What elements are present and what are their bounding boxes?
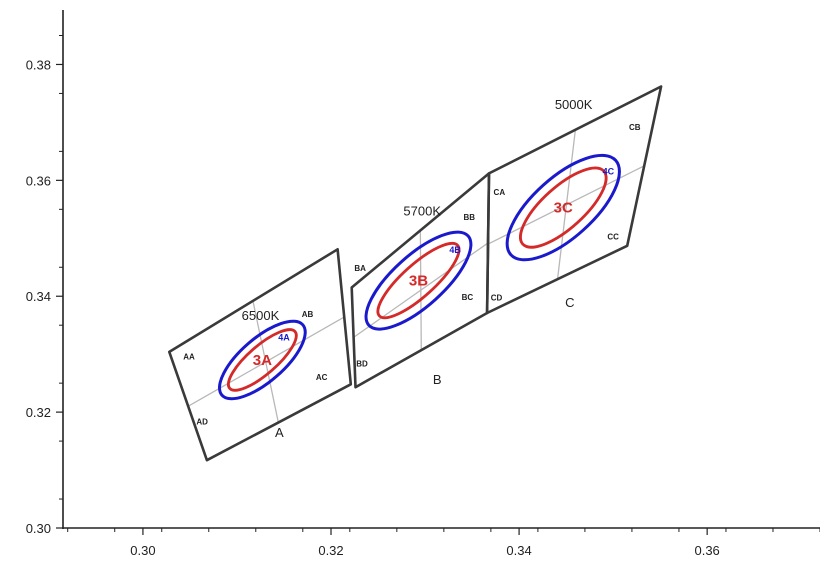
y-tick-label: 0.30 [26, 521, 51, 536]
sub-bin-label-ac: AC [316, 373, 328, 382]
sub-bin-label-ad: AD [196, 417, 208, 426]
bin-a-box [168, 248, 353, 462]
y-tick-label: 0.34 [26, 289, 51, 304]
y-tick-label: 0.38 [26, 57, 51, 72]
sub-bin-label-ab: AB [302, 310, 314, 319]
bin-a: 3A 4A AA AB AC AD 6500K A [168, 248, 353, 462]
bin-c-divider [556, 128, 577, 279]
bin-c-inner-label: 3C [554, 200, 573, 217]
bin-a-outer-ellipse [217, 319, 307, 401]
x-tick-label: 0.36 [694, 543, 719, 558]
bin-b-outer-label: 4B [449, 245, 461, 255]
bin-a-divider [187, 316, 345, 407]
sub-bin-label-bd: BD [356, 359, 368, 368]
bin-a-inner-ellipse [227, 328, 298, 392]
sub-bin-label-bc: BC [462, 293, 474, 302]
bin-b-inner-label: 3B [409, 273, 428, 290]
bins-layer: 3A 4A AA AB AC AD 6500K A 3B 4B BA BB BC BD 5700K B 3C 4C… [168, 85, 663, 462]
bin-b-cct-label: 5700K [403, 203, 441, 218]
bin-b-inner-ellipse [376, 242, 461, 320]
bin-a-label: A [275, 425, 284, 440]
bin-c-outer-label: 4C [603, 167, 615, 177]
bin-c: 3C 4C CA CB CC CD 5000K C [485, 85, 663, 315]
bin-c-outer-ellipse [505, 153, 621, 262]
bin-b-divider [353, 242, 489, 338]
sub-bin-label-cc: CC [607, 233, 619, 242]
bin-c-label: C [565, 295, 574, 310]
sub-bin-label-bb: BB [463, 213, 475, 222]
sub-bin-label-aa: AA [183, 352, 195, 361]
bin-c-box [485, 85, 663, 315]
bin-b-outer-ellipse [364, 230, 473, 331]
x-tick-label: 0.30 [130, 543, 155, 558]
sub-bin-label-ca: CA [494, 188, 506, 197]
y-tick-label: 0.36 [26, 173, 51, 188]
bin-b: 3B 4B BA BB BC BD 5700K B [350, 172, 491, 389]
bin-a-cct-label: 6500K [242, 308, 280, 323]
y-tick-label: 0.32 [26, 405, 51, 420]
bin-c-cct-label: 5000K [555, 97, 593, 112]
x-tick-label: 0.32 [318, 543, 343, 558]
axes: 0.30 0.32 0.34 0.36 0.30 0.32 0.34 0.36 0.38 [26, 10, 820, 558]
sub-bin-label-cb: CB [629, 123, 641, 132]
sub-bin-label-ba: BA [354, 264, 366, 273]
sub-bin-label-cd: CD [491, 293, 503, 302]
bin-a-outer-label: 4A [278, 332, 290, 342]
bin-c-inner-ellipse [519, 166, 608, 249]
bin-a-inner-label: 3A [253, 352, 272, 369]
x-tick-label: 0.34 [506, 543, 531, 558]
bin-b-label: B [433, 372, 442, 387]
